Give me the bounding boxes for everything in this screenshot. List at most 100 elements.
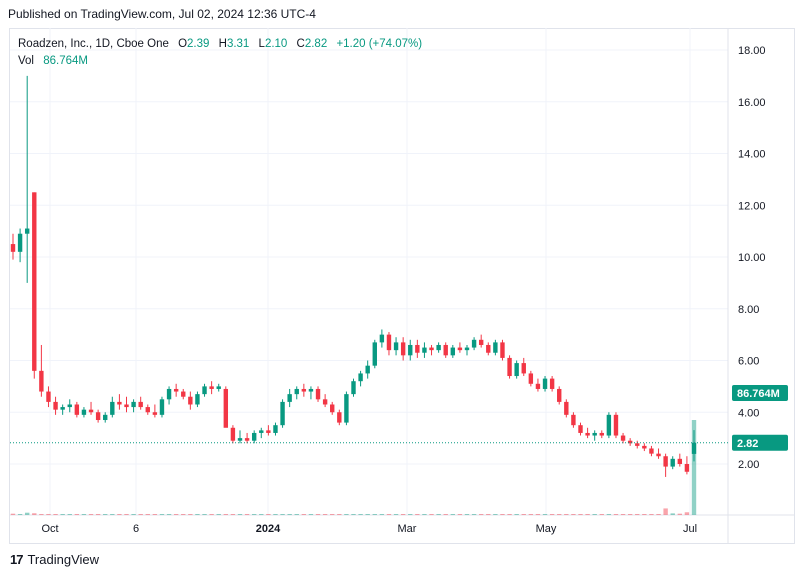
volume-bar	[642, 514, 647, 515]
candle-body	[131, 401, 136, 408]
candle-body	[415, 344, 420, 353]
candle-body	[684, 464, 690, 472]
candle-body	[280, 401, 285, 426]
candle-body	[322, 399, 328, 405]
candle-body	[663, 456, 668, 467]
candle-body	[649, 448, 654, 454]
candle-body	[294, 388, 299, 395]
candle-body	[124, 404, 129, 408]
volume-bar	[117, 514, 122, 515]
volume-bar	[103, 514, 108, 515]
candle-body	[521, 363, 526, 374]
volume-bar	[365, 514, 370, 515]
ohlc-row: Roadzen, Inc., 1D, Cboe One O2.39 H3.31 …	[18, 36, 428, 53]
brand-name: TradingView	[27, 552, 100, 567]
candle-body	[429, 347, 434, 351]
volume-bar	[478, 514, 484, 515]
volume-bar	[599, 514, 604, 515]
candle-body	[315, 388, 321, 400]
candle-body	[642, 445, 647, 449]
volume-bar	[67, 514, 72, 515]
y-tick-label: 16.00	[738, 97, 766, 109]
volume-bar	[315, 514, 321, 515]
volume-bar	[32, 513, 37, 515]
close-label: C	[296, 38, 305, 50]
volume-bar	[677, 513, 683, 515]
volume-bar	[521, 514, 526, 515]
candle-body	[287, 394, 292, 402]
candle-body	[67, 404, 72, 408]
candle-body	[358, 373, 363, 382]
candle-body	[585, 432, 590, 436]
candle-body	[209, 386, 214, 389]
volume-bar	[138, 514, 143, 515]
volume-bar	[166, 514, 172, 515]
footer-brand[interactable]: 17 TradingView	[10, 552, 99, 567]
volume-bar	[173, 514, 179, 515]
y-tick-label: 8.00	[738, 304, 759, 316]
candle-body	[514, 363, 519, 377]
candle-body	[223, 388, 229, 428]
volume-bar	[351, 514, 356, 515]
volume-bar	[53, 514, 58, 515]
candle-body	[53, 401, 58, 410]
volume-bar	[592, 514, 597, 515]
volume-bar	[578, 514, 583, 515]
volume-label: Vol	[18, 55, 34, 67]
volume-bar	[202, 514, 207, 515]
chart-legend: Roadzen, Inc., 1D, Cboe One O2.39 H3.31 …	[18, 36, 428, 70]
candle-body	[166, 388, 172, 400]
candle-body	[110, 401, 115, 415]
candle-body	[493, 342, 498, 353]
candle-body	[620, 435, 626, 441]
volume-bar	[557, 514, 562, 515]
volume-bar	[620, 514, 626, 515]
volume-bar	[337, 514, 342, 515]
candle-body	[372, 342, 377, 366]
volume-bar	[656, 514, 661, 515]
y-tick-label: 4.00	[738, 407, 759, 419]
volume-bar	[393, 514, 399, 515]
volume-bar	[528, 514, 534, 515]
y-tick-label: 10.00	[738, 252, 766, 264]
candle-body	[691, 442, 697, 454]
candle-body	[408, 344, 413, 356]
volume-bar	[585, 514, 590, 515]
candle-body	[330, 404, 335, 413]
candle-body	[273, 425, 278, 433]
candle-body	[251, 432, 257, 441]
y-tick-label: 12.00	[738, 200, 766, 212]
volume-tag-bg	[732, 385, 788, 401]
candle-body	[88, 409, 94, 413]
volume-bar	[507, 514, 512, 515]
candle-body	[39, 370, 44, 392]
open-value: 2.39	[187, 38, 210, 50]
candle-body	[117, 401, 122, 405]
candle-body	[216, 386, 221, 389]
candle-body	[103, 414, 108, 421]
volume-bar	[386, 514, 392, 515]
volume-bar	[429, 514, 434, 515]
volume-bar	[436, 514, 441, 515]
candle-body	[365, 365, 370, 374]
change-value: +1.20 (+74.07%)	[336, 38, 423, 50]
open-label: O	[178, 38, 188, 50]
volume-bar	[457, 514, 463, 515]
candle-body	[486, 344, 491, 353]
candle-body	[181, 391, 186, 397]
volume-bar	[209, 514, 214, 515]
candle-body	[507, 357, 512, 377]
volume-bar	[471, 514, 477, 515]
volume-bar	[358, 514, 363, 515]
volume-bar	[344, 514, 349, 515]
volume-bar	[400, 514, 406, 515]
volume-bar	[287, 514, 292, 515]
candle-body	[471, 339, 477, 348]
candle-body	[24, 228, 30, 234]
volume-bar	[124, 514, 129, 515]
candle-body	[188, 396, 193, 405]
candle-body	[344, 394, 349, 423]
volume-bar	[131, 514, 136, 515]
candle-body	[422, 347, 427, 353]
